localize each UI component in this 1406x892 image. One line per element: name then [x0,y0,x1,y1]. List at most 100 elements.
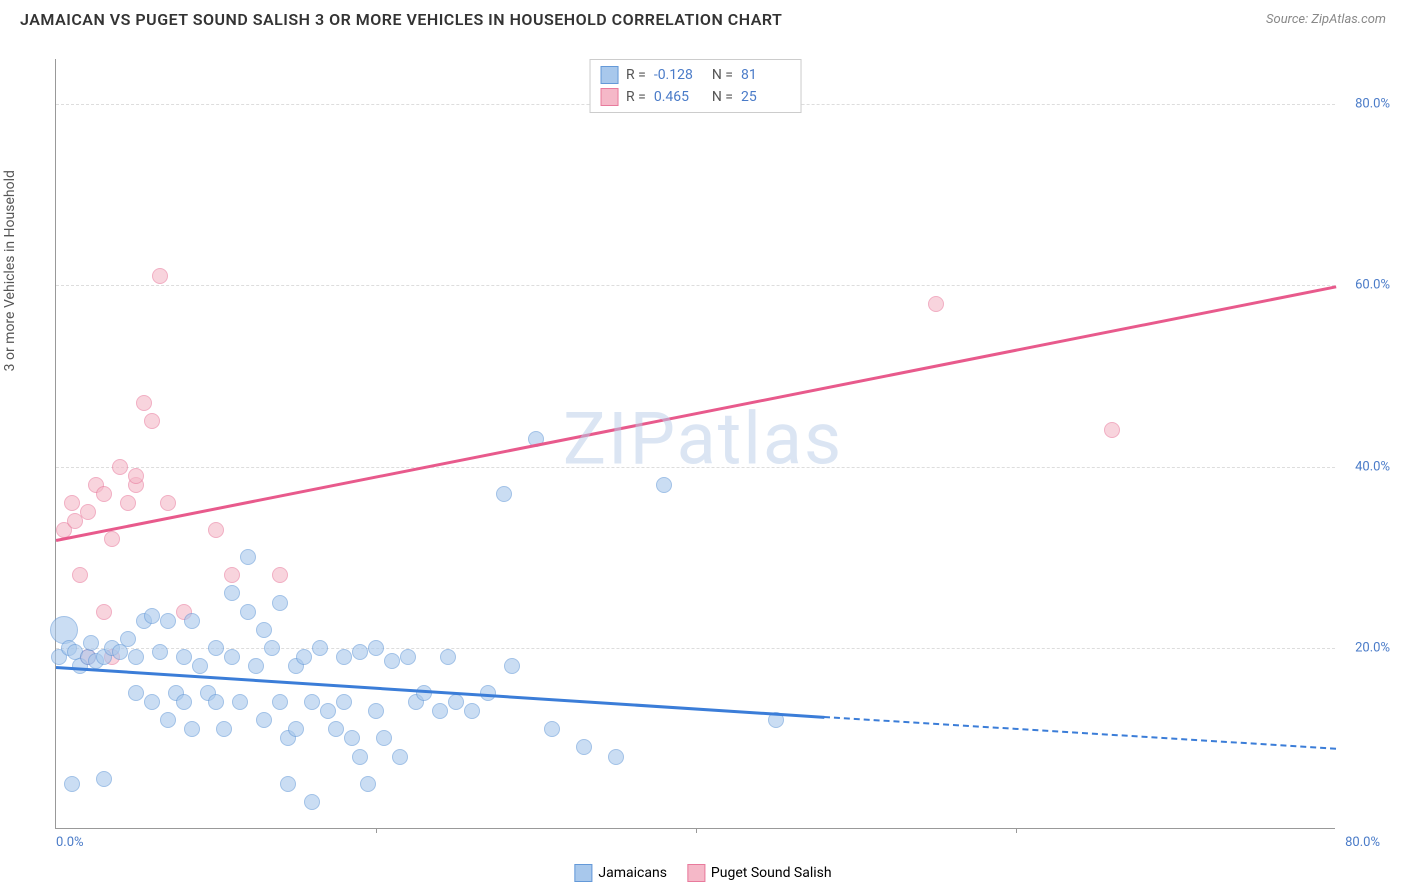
stats-row-salish: R = 0.465 N = 25 [600,86,791,108]
scatter-point-jamaicans [544,721,560,737]
x-tick-mark [1016,828,1017,833]
grid-line [56,285,1335,286]
scatter-point-jamaicans [312,640,328,656]
scatter-point-salish [96,604,112,620]
scatter-point-salish [152,268,168,284]
scatter-point-jamaicans [160,712,176,728]
swatch-salish [600,88,618,106]
scatter-point-jamaicans [416,685,432,701]
swatch-jamaicans [600,66,618,84]
scatter-point-jamaicans [256,712,272,728]
legend-item-salish: Puget Sound Salish [687,864,832,882]
scatter-point-jamaicans [400,649,416,665]
r-value-jamaicans: -0.128 [654,67,704,83]
trend-line-jamaicans-dashed [824,716,1336,750]
scatter-point-jamaicans [272,595,288,611]
legend-item-jamaicans: Jamaicans [574,864,667,882]
scatter-point-jamaicans [576,739,592,755]
scatter-point-salish [160,495,176,511]
bottom-legend: Jamaicans Puget Sound Salish [566,862,839,884]
chart-container: 3 or more Vehicles in Household ZIPatlas… [0,39,1406,889]
scatter-point-jamaicans [208,694,224,710]
chart-title: JAMAICAN VS PUGET SOUND SALISH 3 OR MORE… [20,10,782,29]
trend-line-salish [56,285,1336,541]
scatter-point-jamaicans [288,721,304,737]
n-label: N = [712,67,733,83]
scatter-point-jamaicans [440,649,456,665]
scatter-point-jamaicans [184,613,200,629]
scatter-point-salish [128,468,144,484]
scatter-point-salish [72,567,88,583]
y-tick-label: 60.0% [1355,278,1390,293]
scatter-point-salish [272,567,288,583]
scatter-point-jamaicans [368,703,384,719]
x-tick-mark [696,828,697,833]
r-label: R = [626,67,646,83]
legend-swatch-jamaicans [574,864,592,882]
x-axis-end-label: 80.0% [1345,835,1380,850]
x-axis-start-label: 0.0% [56,835,84,850]
scatter-point-salish [208,522,224,538]
scatter-point-jamaicans [656,477,672,493]
scatter-point-jamaicans [152,644,168,660]
scatter-point-jamaicans [464,703,480,719]
scatter-point-jamaicans [176,694,192,710]
scatter-point-jamaicans [184,721,200,737]
scatter-point-jamaicans [112,644,128,660]
scatter-point-jamaicans [248,658,264,674]
scatter-point-jamaicans [432,703,448,719]
y-tick-label: 20.0% [1355,640,1390,655]
scatter-point-jamaicans [144,694,160,710]
grid-line [56,648,1335,649]
scatter-point-jamaicans [240,604,256,620]
scatter-point-salish [80,504,96,520]
scatter-point-jamaicans [264,640,280,656]
r-value-salish: 0.465 [654,89,704,105]
scatter-point-jamaicans [328,721,344,737]
scatter-point-jamaicans [224,649,240,665]
y-tick-label: 40.0% [1355,459,1390,474]
legend-label-jamaicans: Jamaicans [598,865,667,881]
scatter-point-jamaicans [50,616,78,644]
y-tick-label: 80.0% [1355,97,1390,112]
scatter-point-salish [224,567,240,583]
scatter-point-jamaicans [64,776,80,792]
scatter-point-jamaicans [448,694,464,710]
scatter-point-jamaicans [304,794,320,810]
scatter-point-jamaicans [496,486,512,502]
scatter-point-jamaicans [296,649,312,665]
scatter-point-jamaicans [352,749,368,765]
legend-swatch-salish [687,864,705,882]
scatter-point-jamaicans [352,644,368,660]
r-label: R = [626,89,646,105]
scatter-point-jamaicans [336,694,352,710]
scatter-point-jamaicans [360,776,376,792]
scatter-point-jamaicans [376,730,392,746]
y-axis-label: 3 or more Vehicles in Household [2,170,18,371]
scatter-point-salish [928,296,944,312]
scatter-point-jamaicans [128,685,144,701]
scatter-point-salish [144,413,160,429]
stats-legend-box: R = -0.128 N = 81 R = 0.465 N = 25 [589,59,802,113]
scatter-point-jamaicans [280,776,296,792]
scatter-point-salish [1104,422,1120,438]
scatter-point-jamaicans [384,653,400,669]
scatter-point-jamaicans [120,631,136,647]
scatter-point-jamaicans [256,622,272,638]
scatter-point-jamaicans [144,608,160,624]
scatter-point-jamaicans [96,771,112,787]
scatter-point-jamaicans [304,694,320,710]
n-label: N = [712,89,733,105]
scatter-point-jamaicans [504,658,520,674]
scatter-point-jamaicans [192,658,208,674]
scatter-point-jamaicans [176,649,192,665]
scatter-point-jamaicans [224,585,240,601]
scatter-point-jamaicans [344,730,360,746]
scatter-point-jamaicans [232,694,248,710]
scatter-point-salish [120,495,136,511]
source-attribution: Source: ZipAtlas.com [1266,12,1386,27]
scatter-point-salish [104,531,120,547]
x-tick-mark [376,828,377,833]
scatter-point-jamaicans [83,635,99,651]
n-value-jamaicans: 81 [741,67,791,83]
